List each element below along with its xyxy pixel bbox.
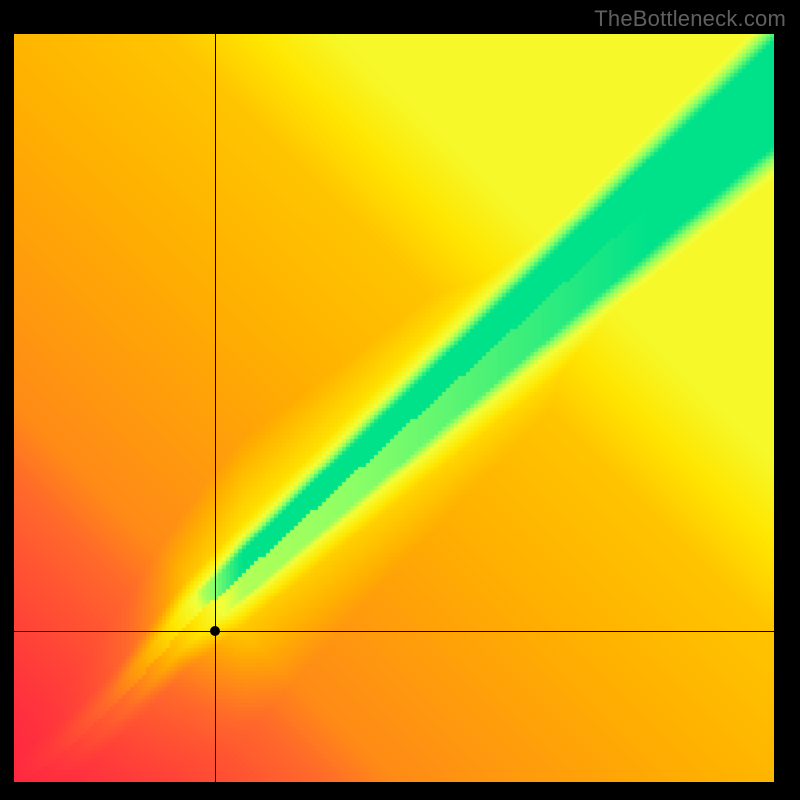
watermark-label: TheBottleneck.com bbox=[594, 6, 786, 32]
chart-container: TheBottleneck.com bbox=[0, 0, 800, 800]
crosshair-marker bbox=[210, 626, 220, 636]
crosshair-horizontal bbox=[14, 631, 774, 632]
heatmap-canvas bbox=[14, 34, 774, 782]
crosshair-vertical bbox=[215, 34, 216, 782]
heatmap-plot bbox=[14, 34, 774, 782]
